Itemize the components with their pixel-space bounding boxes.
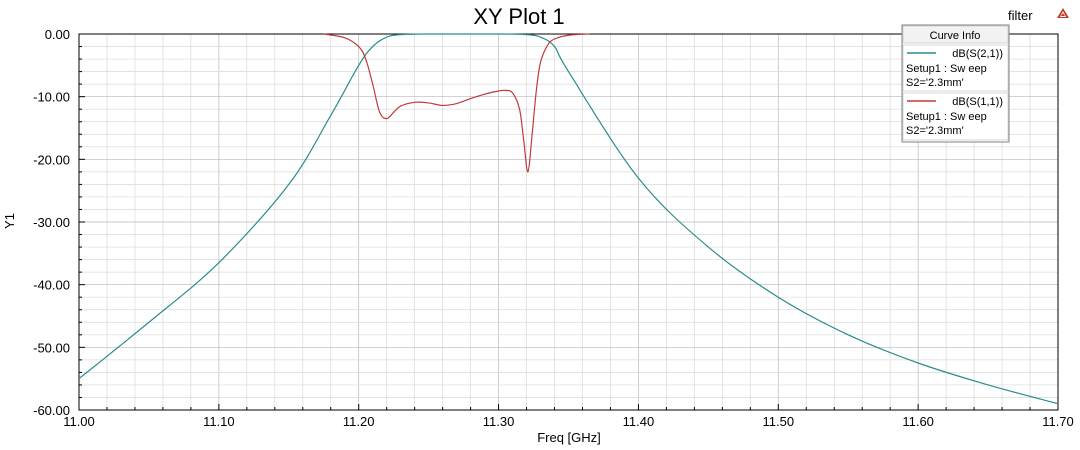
y-tick-label: -60.00: [33, 403, 70, 418]
y-tick-label: -10.00: [33, 90, 70, 105]
legend-setup-label: Setup1 : Sw eep: [906, 111, 987, 123]
chart-title: XY Plot 1: [473, 4, 564, 29]
series-line-s21: [78, 33, 1059, 405]
x-tick-label: 11.30: [483, 414, 515, 429]
legend-setup-label: Setup1 : Sw eep: [906, 63, 987, 75]
x-tick-label: 11.50: [762, 414, 794, 429]
tick-labels: 11.00 11.10 11.20 11.30 11.40 11.50 11.60 11.70…: [33, 27, 1074, 429]
ansys-triangle-logo-icon: [1057, 8, 1069, 18]
axes: [78, 33, 1059, 411]
x-tick-label: 11.20: [343, 414, 375, 429]
x-tick-label: 11.10: [203, 414, 235, 429]
series-lines: [78, 33, 1059, 405]
project-name: filter: [1008, 8, 1033, 23]
x-tick-label: 11.40: [623, 414, 655, 429]
legend-entry-s11[interactable]: dB(S(1,1)) Setup1 : Sw eep S2='2.3mm': [902, 92, 1009, 141]
y-tick-label: -50.00: [33, 340, 70, 355]
y-tick-label: -30.00: [33, 215, 70, 230]
y-axis-label: Y1: [2, 213, 17, 229]
legend-series-name: dB(S(2,1)): [952, 48, 1003, 60]
y-tick-label: -40.00: [33, 278, 70, 293]
legend-variation-label: S2='2.3mm': [906, 77, 964, 89]
y-tick-label: 0.00: [45, 27, 70, 42]
legend-header: [902, 25, 1009, 44]
x-tick-label: 11.00: [63, 414, 95, 429]
legend-title: Curve Info: [930, 30, 981, 42]
x-axis-label: Freq [GHz]: [537, 430, 601, 445]
grid: [78, 33, 1059, 411]
legend-variation-label: S2='2.3mm': [906, 125, 964, 137]
x-tick-label: 11.60: [902, 414, 934, 429]
legend-series-name: dB(S(1,1)): [952, 96, 1003, 108]
legend-box[interactable]: Curve Info dB(S(2,1)) Setup1 : Sw eep S2…: [901, 24, 1010, 143]
x-tick-label: 11.70: [1042, 414, 1074, 429]
series-line-s11: [323, 33, 590, 173]
legend-entry-s21[interactable]: dB(S(2,1)) Setup1 : Sw eep S2='2.3mm': [902, 44, 1009, 92]
y-tick-label: -20.00: [33, 152, 70, 167]
